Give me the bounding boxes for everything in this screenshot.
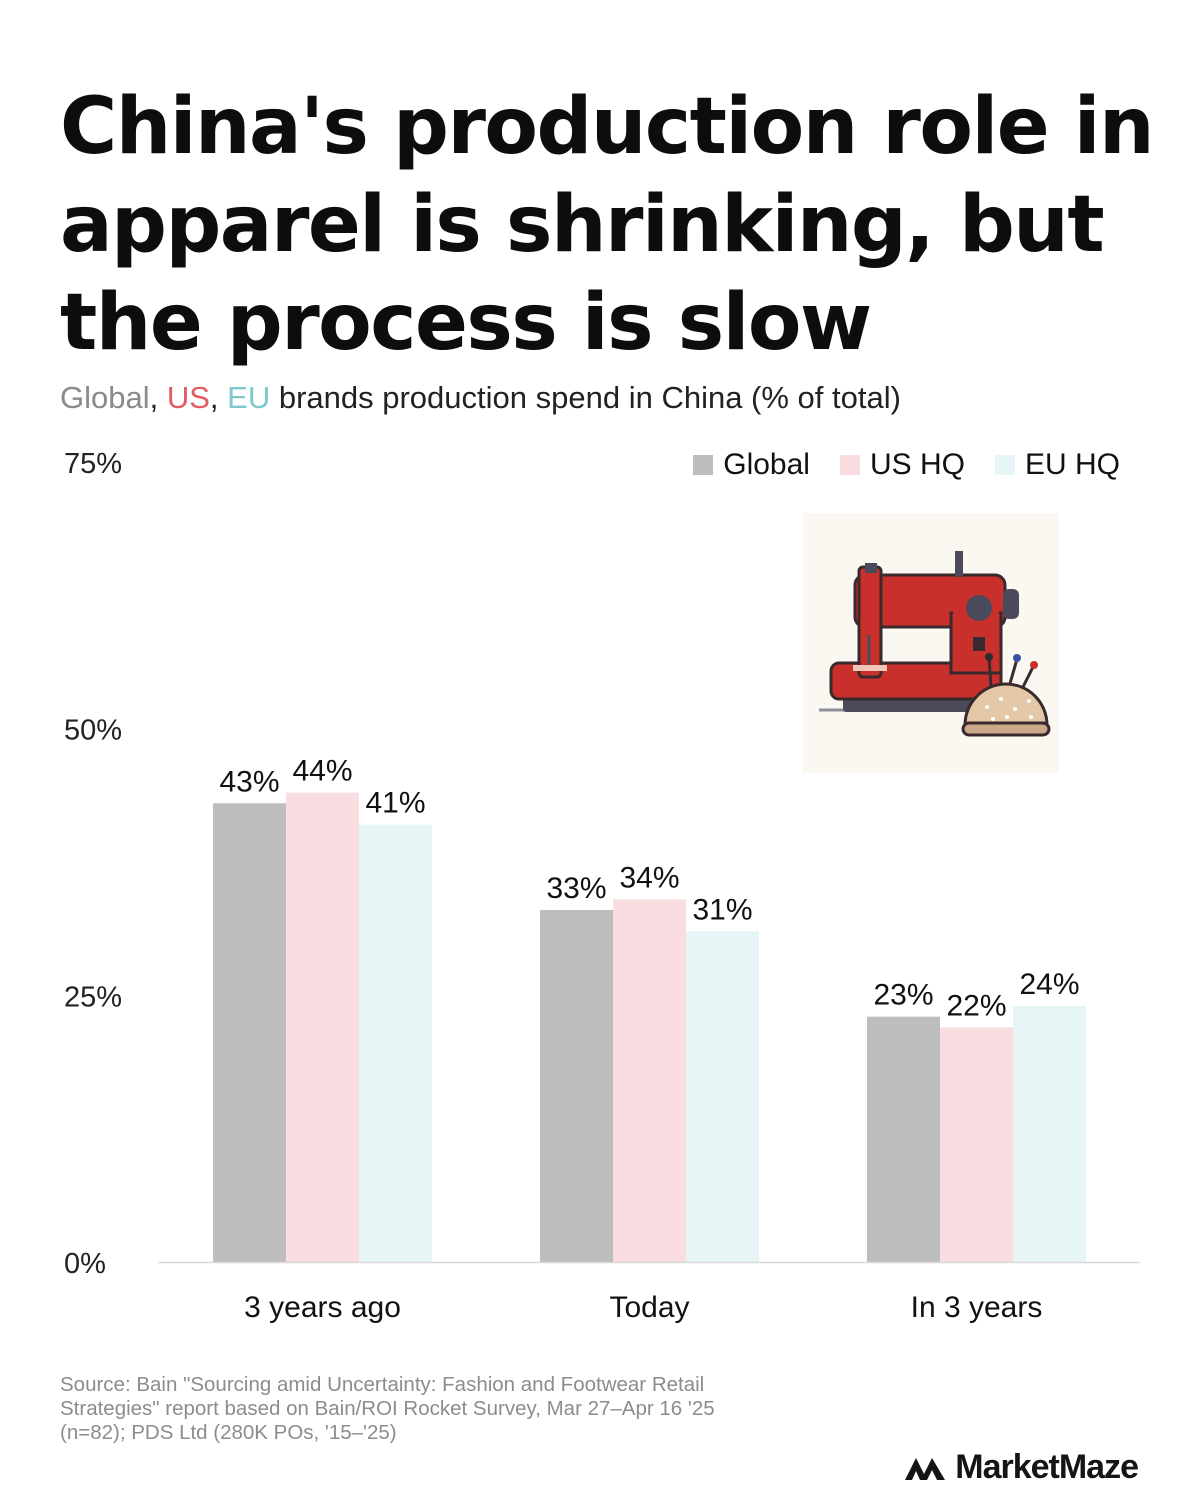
bar: [613, 899, 686, 1262]
x-tick-label: Today: [609, 1291, 689, 1324]
y-tick-label: 75%: [64, 448, 122, 480]
legend-label-us: US HQ: [869, 448, 965, 481]
y-tick-label: 0%: [64, 1248, 106, 1280]
legend-swatch-global: [693, 455, 714, 475]
subtitle-text: brands production spend in China (% of t…: [270, 380, 901, 415]
sewing-machine-illustration: [803, 513, 1059, 773]
subtitle-global: Global: [60, 380, 150, 415]
legend-swatch-eu: [994, 455, 1015, 475]
legend-item-us: US HQ: [839, 445, 965, 485]
bar: [359, 824, 432, 1262]
bar-value-label: 31%: [692, 893, 752, 926]
subtitle-eu: EU: [227, 380, 271, 415]
bar: [1013, 1006, 1086, 1262]
brand-logo: MarketMaze: [903, 1448, 1139, 1487]
bar-value-label: 24%: [1019, 968, 1079, 1001]
legend-label-global: Global: [723, 448, 810, 481]
brand-name: MarketMaze: [955, 1448, 1139, 1486]
y-tick-label: 25%: [64, 981, 122, 1013]
x-tick-label: In 3 years: [911, 1291, 1043, 1324]
subtitle-separator-2: ,: [209, 380, 228, 415]
legend-label-eu: EU HQ: [1024, 448, 1120, 481]
source-note: Source: Bain "Sourcing amid Uncertainty:…: [60, 1373, 820, 1445]
bar: [286, 792, 359, 1262]
y-tick-label: 50%: [64, 715, 122, 747]
bar-value-label: 44%: [292, 755, 352, 788]
bar: [867, 1016, 940, 1262]
subtitle-us: US: [166, 380, 210, 415]
bar-value-label: 33%: [546, 872, 606, 905]
chart-title: China's production role in apparel is sh…: [60, 82, 1155, 368]
bar: [686, 931, 759, 1262]
bar-chart: 0% 25% 50% 75% 43% 33% 23% 44% 34% 22% 41% 31% 24% 3 …: [64, 448, 1140, 1324]
bar-value-label: 22%: [946, 989, 1006, 1022]
source-line-2: Strategies" report based on Bain/ROI Roc…: [60, 1397, 715, 1420]
bar: [213, 803, 286, 1262]
bar-value-label: 43%: [219, 765, 279, 798]
legend-item-global: Global: [693, 445, 810, 485]
legend-swatch-us: [839, 455, 860, 475]
chart-subtitle: Global, US, EU brands production spend i…: [60, 378, 1160, 418]
bar: [940, 1027, 1013, 1262]
subtitle-separator-1: ,: [149, 380, 167, 415]
bar-value-label: 41%: [365, 787, 425, 820]
source-line-3: (n=82); PDS Ltd (280K POs, '15–'25): [60, 1421, 397, 1444]
chart-legend: Global US HQ EU HQ: [693, 445, 1120, 485]
pincushion-icon: [961, 653, 1051, 737]
brand-mark-icon: [905, 1457, 946, 1480]
legend-item-eu: EU HQ: [994, 445, 1120, 485]
source-line-1: Source: Bain "Sourcing amid Uncertainty:…: [60, 1373, 705, 1396]
bar: [540, 910, 613, 1262]
bar-value-label: 34%: [619, 861, 679, 894]
bar-value-label: 23%: [873, 979, 933, 1012]
x-tick-label: 3 years ago: [244, 1291, 401, 1324]
sewing-machine-icon: [819, 551, 1019, 712]
